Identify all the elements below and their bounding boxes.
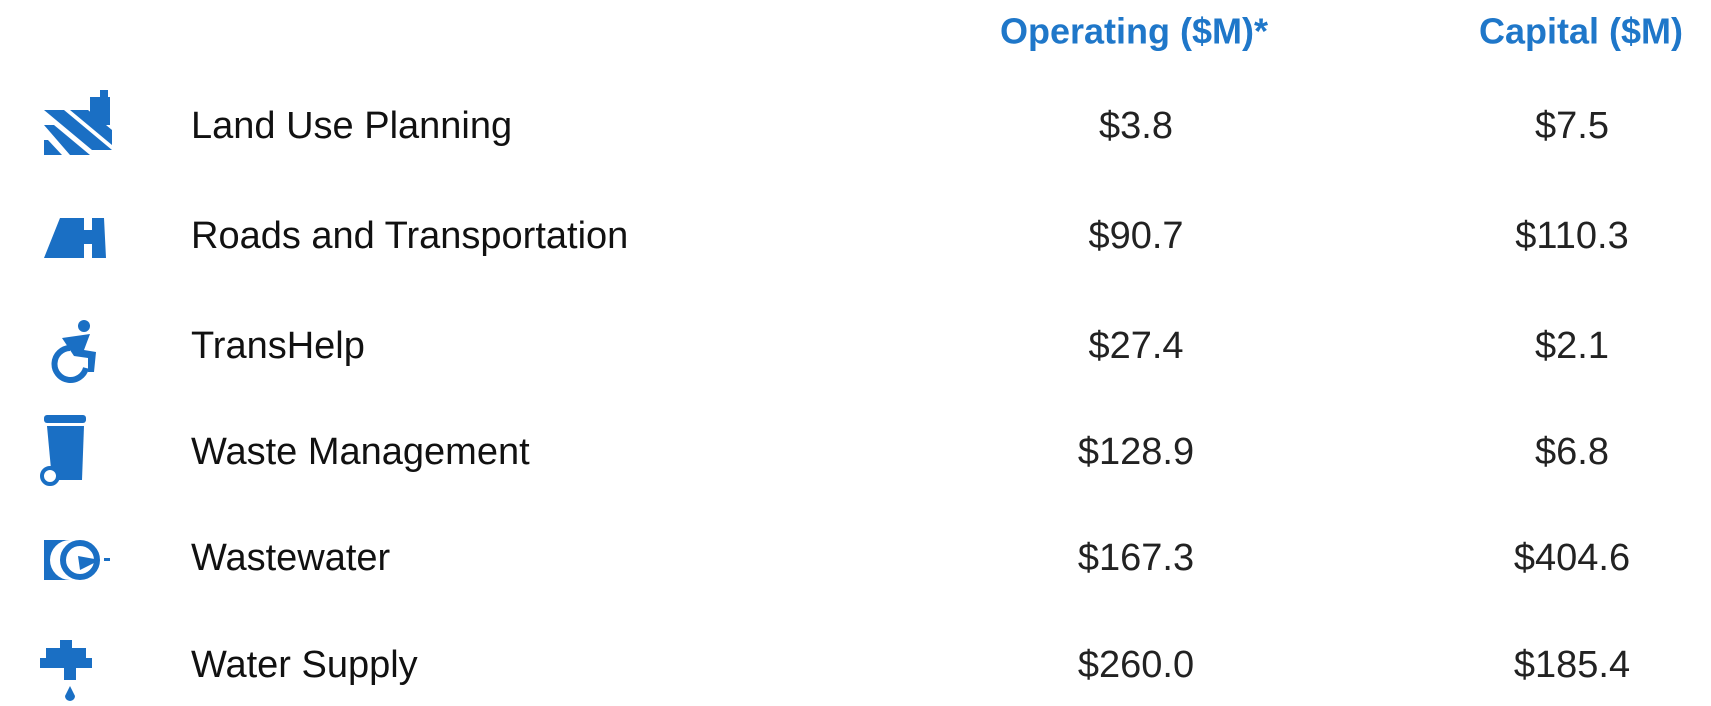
- capital-value: $185.4: [1514, 644, 1630, 686]
- row-label: Water Supply: [191, 644, 418, 686]
- capital-value: $110.3: [1515, 215, 1628, 257]
- operating-value: $3.8: [1099, 105, 1173, 147]
- operating-value: $260.0: [1078, 644, 1194, 686]
- waste-bin-icon: [40, 415, 86, 486]
- row-label: TransHelp: [191, 325, 365, 367]
- operating-value: $27.4: [1088, 325, 1183, 367]
- wastewater-icon: [44, 540, 110, 580]
- operating-value: $128.9: [1078, 431, 1194, 473]
- capital-value: $6.8: [1535, 431, 1609, 473]
- operating-value: $90.7: [1088, 215, 1183, 257]
- road-icon: [44, 218, 106, 258]
- row-label: Wastewater: [191, 537, 391, 579]
- faucet-icon: [40, 640, 92, 701]
- row-label: Roads and Transportation: [191, 215, 628, 257]
- row-label: Land Use Planning: [191, 105, 512, 147]
- accessibility-icon: [51, 320, 96, 383]
- capital-value: $7.5: [1535, 105, 1609, 147]
- row-label: Waste Management: [191, 431, 530, 473]
- land-use-icon: [44, 90, 112, 155]
- column-header: Operating ($M)*: [1000, 11, 1268, 52]
- capital-value: $2.1: [1535, 325, 1609, 367]
- column-header: Capital ($M): [1479, 11, 1683, 52]
- table-body: Land Use Planning $3.8 $7.5 Roads and Trans…: [191, 105, 1630, 686]
- capital-value: $404.6: [1514, 537, 1630, 579]
- operating-value: $167.3: [1078, 537, 1194, 579]
